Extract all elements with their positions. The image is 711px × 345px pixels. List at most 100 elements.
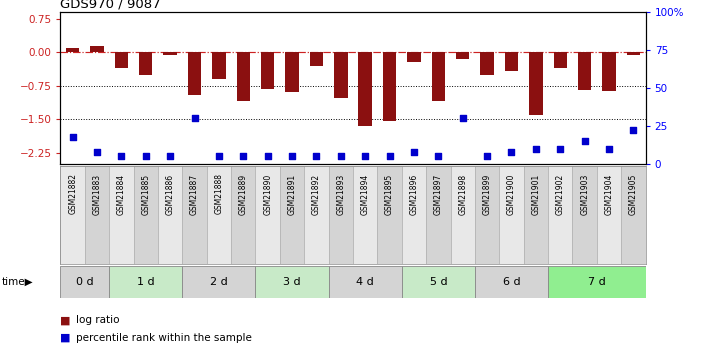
Text: GSM21888: GSM21888 (215, 174, 223, 215)
Bar (475, 166, 499, 264)
Text: 2 d: 2 d (210, 277, 228, 287)
Text: GSM21893: GSM21893 (336, 174, 346, 215)
Text: time▶: time▶ (2, 277, 33, 287)
Bar (207, 166, 231, 264)
Bar (237, 52, 250, 101)
Bar (475, 266, 548, 298)
Point (311, 154, 322, 159)
Bar (554, 52, 567, 68)
Text: GSM21903: GSM21903 (580, 174, 589, 215)
Bar (255, 166, 280, 264)
Point (628, 128, 639, 133)
Text: 5 d: 5 d (429, 277, 447, 287)
Point (67, 134, 78, 139)
Point (506, 149, 517, 155)
Text: GSM21901: GSM21901 (531, 174, 540, 215)
Bar (182, 266, 255, 298)
Bar (602, 52, 616, 91)
Bar (572, 166, 597, 264)
Text: GSM21887: GSM21887 (190, 174, 199, 215)
Text: log ratio: log ratio (76, 315, 119, 325)
Bar (407, 52, 421, 62)
Text: GSM21895: GSM21895 (385, 174, 394, 215)
Text: 1 d: 1 d (137, 277, 154, 287)
Text: GSM21889: GSM21889 (239, 174, 248, 215)
Bar (548, 266, 646, 298)
Bar (383, 52, 396, 121)
Point (116, 154, 127, 159)
Bar (231, 166, 255, 264)
Text: GDS970 / 9087: GDS970 / 9087 (60, 0, 161, 10)
Point (262, 154, 273, 159)
Text: GSM21896: GSM21896 (410, 174, 419, 215)
Text: GSM21900: GSM21900 (507, 174, 516, 215)
Point (213, 154, 225, 159)
Point (384, 154, 395, 159)
Bar (90, 46, 104, 52)
Bar (432, 52, 445, 101)
Bar (255, 266, 328, 298)
Point (140, 154, 151, 159)
Text: 7 d: 7 d (588, 277, 606, 287)
Point (604, 146, 615, 151)
Bar (164, 52, 177, 55)
Bar (134, 166, 158, 264)
Bar (402, 166, 426, 264)
Text: GSM21882: GSM21882 (68, 174, 77, 215)
Point (360, 154, 371, 159)
Text: percentile rank within the sample: percentile rank within the sample (76, 333, 252, 343)
Bar (60, 266, 109, 298)
Bar (402, 266, 475, 298)
Bar (212, 52, 225, 79)
Text: ■: ■ (60, 333, 71, 343)
Point (530, 146, 542, 151)
Text: 4 d: 4 d (356, 277, 374, 287)
Bar (456, 52, 469, 59)
Text: GSM21885: GSM21885 (141, 174, 150, 215)
Point (189, 116, 201, 121)
Text: GSM21894: GSM21894 (360, 174, 370, 215)
Bar (60, 166, 85, 264)
Bar (158, 166, 182, 264)
Bar (139, 52, 152, 76)
Bar (85, 166, 109, 264)
Point (408, 149, 419, 155)
Point (433, 154, 444, 159)
Point (287, 154, 298, 159)
Text: 6 d: 6 d (503, 277, 520, 287)
Bar (481, 52, 494, 76)
Text: GSM21884: GSM21884 (117, 174, 126, 215)
Point (457, 116, 469, 121)
Point (335, 154, 346, 159)
Bar (426, 166, 451, 264)
Text: GSM21883: GSM21883 (92, 174, 102, 215)
Bar (529, 52, 542, 115)
Bar (524, 166, 548, 264)
Bar (353, 166, 378, 264)
Text: GSM21897: GSM21897 (434, 174, 443, 215)
Bar (334, 52, 348, 98)
Bar (621, 166, 646, 264)
Bar (626, 52, 640, 55)
Text: ■: ■ (60, 315, 71, 325)
Bar (109, 266, 182, 298)
Bar (109, 166, 134, 264)
Text: GSM21890: GSM21890 (263, 174, 272, 215)
Point (555, 146, 566, 151)
Point (237, 154, 249, 159)
Bar (451, 166, 475, 264)
Bar (328, 166, 353, 264)
Bar (358, 52, 372, 126)
Text: GSM21902: GSM21902 (556, 174, 565, 215)
Text: GSM21899: GSM21899 (483, 174, 491, 215)
Text: GSM21905: GSM21905 (629, 174, 638, 215)
Bar (280, 166, 304, 264)
Text: GSM21904: GSM21904 (604, 174, 614, 215)
Bar (304, 166, 328, 264)
Bar (505, 52, 518, 71)
Bar (310, 52, 323, 66)
Text: GSM21898: GSM21898 (458, 174, 467, 215)
Bar (499, 166, 524, 264)
Bar (597, 166, 621, 264)
Point (579, 138, 590, 144)
